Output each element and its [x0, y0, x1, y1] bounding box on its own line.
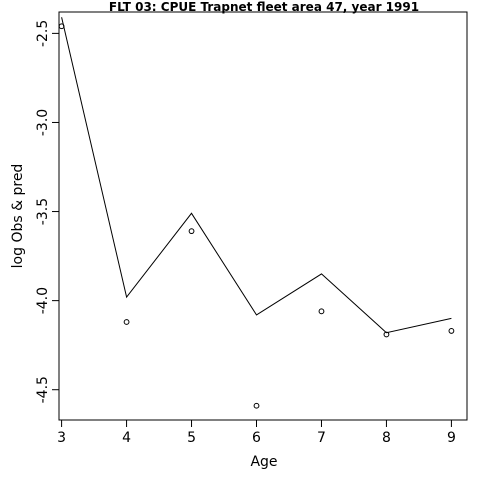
observed-point — [383, 331, 390, 338]
x-tick-label: 9 — [447, 430, 456, 446]
plot-frame — [58, 11, 468, 421]
y-tick-label: -3.0 — [35, 109, 51, 136]
y-tick-label: -2.5 — [35, 20, 51, 47]
x-tick-label: 3 — [57, 430, 66, 446]
observed-point — [58, 23, 65, 30]
observed-point — [123, 319, 130, 325]
y-axis: -2.5 -3.0 -3.5 -4.0 -4.5 — [35, 20, 60, 403]
y-tick-label: -3.5 — [35, 198, 51, 225]
x-axis: 3 4 5 6 7 8 9 — [57, 419, 456, 446]
observed-point — [448, 328, 455, 334]
chart-title: FLT 03: CPUE Trapnet fleet area 47, year… — [109, 0, 419, 14]
observed-point — [318, 308, 325, 315]
predicted-line — [61, 17, 452, 334]
y-tick-label: -4.0 — [35, 287, 51, 314]
x-tick-label: 6 — [252, 430, 261, 446]
observed-point — [188, 228, 195, 235]
x-tick-label: 4 — [122, 430, 131, 446]
x-tick-label: 8 — [382, 430, 391, 446]
series-layer — [58, 17, 455, 409]
x-tick-label: 7 — [317, 430, 326, 446]
observed-point — [253, 402, 260, 409]
x-tick-label: 5 — [187, 430, 196, 446]
y-tick-label: -4.5 — [35, 376, 51, 403]
x-axis-label: Age — [250, 454, 277, 470]
y-axis-label: log Obs & pred — [10, 164, 26, 269]
